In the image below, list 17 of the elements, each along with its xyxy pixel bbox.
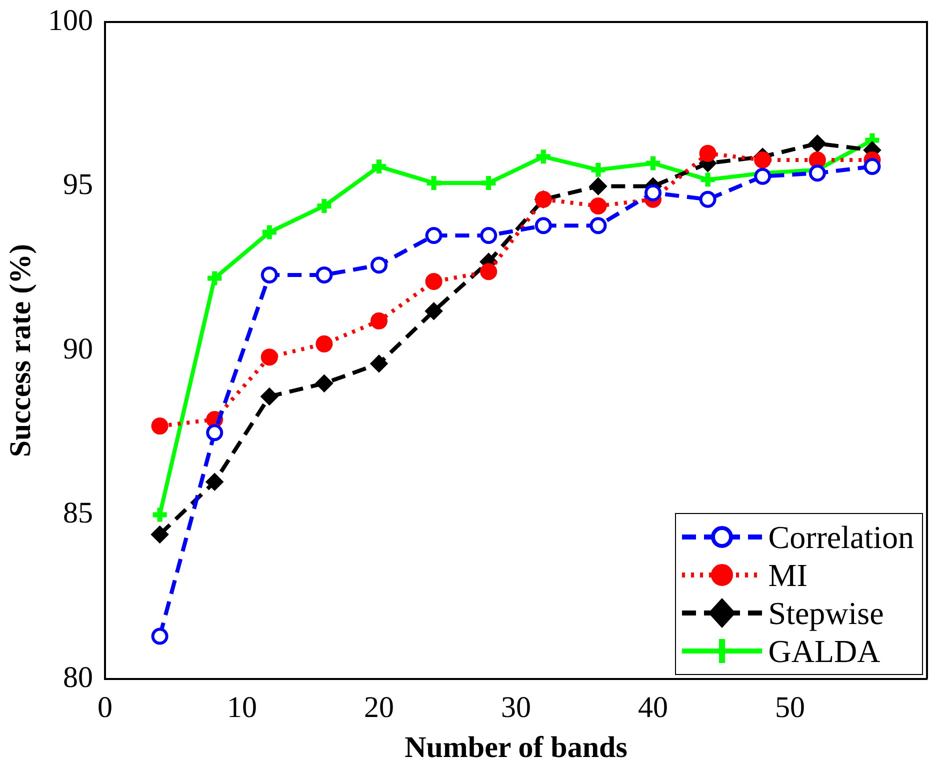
x-tick-label: 0	[98, 690, 112, 724]
legend-label: GALDA	[768, 632, 880, 670]
y-axis-title: Success rate (%)	[4, 244, 37, 458]
legend-label: Stepwise	[768, 594, 884, 632]
y-tick-label: 85	[63, 496, 93, 530]
x-tick-label: 40	[638, 690, 668, 724]
x-axis-title: Number of bands	[404, 730, 628, 764]
legend-label: Correlation	[768, 518, 914, 556]
y-tick-label: 100	[48, 4, 93, 37]
x-tick-label: 30	[501, 690, 531, 724]
y-tick-label: 90	[63, 332, 93, 366]
y-tick-label: 95	[63, 168, 93, 202]
x-tick-label: 10	[227, 690, 257, 724]
x-tick-label: 20	[364, 690, 394, 724]
legend-label: MI	[768, 556, 808, 594]
y-tick-label: 80	[63, 660, 93, 694]
x-tick-label: 50	[775, 690, 805, 724]
